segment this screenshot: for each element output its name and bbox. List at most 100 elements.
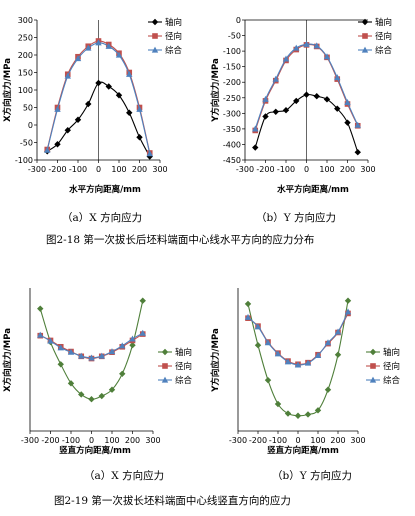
series-diamond bbox=[244, 297, 352, 419]
data-point-diamond bbox=[294, 412, 302, 419]
data-point-triangle bbox=[293, 44, 300, 51]
panel-caption: （b）Y 方向应力 bbox=[272, 470, 352, 482]
data-point-diamond bbox=[244, 300, 252, 308]
series-line bbox=[247, 300, 349, 417]
chart-y-stress-vertical: -300 -200 -100 0 100 200 300 竖直方向距离/mm Y方向应力/MPa… bbox=[210, 288, 401, 456]
data-point-diamond bbox=[146, 153, 153, 160]
data-point-triangle bbox=[57, 344, 64, 351]
data-point-triangle bbox=[37, 331, 44, 338]
data-point-triangle bbox=[161, 376, 169, 383]
y-tick-label: -100 bbox=[15, 156, 33, 165]
y-tick-label: -100 bbox=[223, 47, 241, 56]
y-tick-label: 200 bbox=[18, 51, 33, 60]
legend-label: 综合 bbox=[375, 45, 393, 56]
x-tick-label: 200 bbox=[125, 436, 140, 445]
x-tick-label: 100 bbox=[111, 165, 126, 174]
x-tick-label: -200 bbox=[41, 436, 59, 445]
data-point-triangle bbox=[88, 354, 95, 361]
legend-item: 轴向 bbox=[366, 347, 400, 358]
y-tick-label: -200 bbox=[223, 78, 241, 87]
data-point-triangle bbox=[151, 46, 159, 53]
legend-label: 轴向 bbox=[375, 17, 392, 28]
x-axis-title: 水平方向距离/mm bbox=[68, 184, 141, 195]
x-tick-label: 300 bbox=[360, 165, 375, 174]
data-point-diamond bbox=[115, 92, 123, 99]
chart-panel-y-horizontal: -300 -200 -100 0 100 200 300 -450 -400 -350 -300 -2… bbox=[208, 0, 415, 200]
chart-panel-x-horizontal: -300 -200 -100 0 100 200 300 -100 -50 0 50 100 150 20… bbox=[0, 0, 205, 200]
series-diamond bbox=[252, 91, 361, 156]
legend-label: 轴向 bbox=[175, 347, 192, 358]
data-point-diamond bbox=[129, 342, 136, 349]
data-point-diamond bbox=[369, 348, 377, 356]
legend-item: 径向 bbox=[158, 361, 192, 372]
data-point-triangle bbox=[67, 348, 75, 355]
legend-item: 综合 bbox=[358, 45, 393, 56]
x-tick-label: -200 bbox=[48, 165, 66, 174]
y-tick-label: 150 bbox=[18, 69, 33, 78]
data-point-diamond bbox=[57, 361, 64, 368]
panel-caption: （b）Y 方向应力 bbox=[256, 212, 336, 224]
data-point-diamond bbox=[85, 100, 92, 108]
legend-item: 径向 bbox=[366, 361, 400, 372]
y-tick-label: 300 bbox=[18, 16, 33, 25]
data-point-triangle bbox=[119, 342, 126, 349]
data-point-triangle bbox=[74, 55, 82, 62]
x-tick-label: -300 bbox=[229, 436, 247, 445]
x-tick-label: 0 bbox=[295, 436, 300, 445]
series-triangle bbox=[244, 308, 352, 368]
data-point-diamond bbox=[88, 396, 95, 403]
y-axis-title: X方向应力/MPa bbox=[2, 58, 13, 122]
data-point-square bbox=[162, 363, 168, 369]
legend-item: 轴向 bbox=[358, 17, 392, 28]
x-tick-label: -200 bbox=[249, 436, 267, 445]
data-point-diamond bbox=[344, 297, 352, 304]
data-point-diamond bbox=[324, 386, 332, 393]
data-point-triangle bbox=[244, 313, 252, 320]
data-point-diamond bbox=[105, 83, 112, 90]
data-point-diamond bbox=[361, 18, 369, 26]
panel-caption: （a）X 方向应力 bbox=[62, 212, 143, 224]
data-point-triangle bbox=[44, 146, 51, 153]
chart-x-stress-horizontal: -300 -200 -100 0 100 200 300-100-5005010015020… bbox=[2, 16, 183, 195]
data-point-diamond bbox=[323, 96, 331, 103]
legend-label: 径向 bbox=[175, 361, 192, 372]
series-line bbox=[39, 300, 144, 400]
y-tick-label: -300 bbox=[223, 109, 241, 118]
x-tick-label: 200 bbox=[330, 436, 345, 445]
legend-item: 轴向 bbox=[148, 17, 182, 28]
data-point-triangle bbox=[334, 74, 341, 81]
legend-label: 径向 bbox=[165, 31, 182, 42]
data-point-triangle bbox=[313, 42, 320, 49]
x-tick-label: -100 bbox=[62, 436, 80, 445]
panel-caption: （a）X 方向应力 bbox=[84, 470, 165, 482]
legend-label: 轴向 bbox=[165, 17, 182, 28]
data-point-diamond bbox=[284, 410, 292, 417]
data-point-triangle bbox=[344, 99, 351, 106]
data-point-diamond bbox=[252, 144, 259, 151]
data-point-diamond bbox=[334, 105, 341, 112]
data-point-triangle bbox=[136, 105, 143, 112]
x-tick-label: -300 bbox=[28, 165, 46, 174]
y-tick-label: 250 bbox=[18, 34, 33, 43]
legend-item: 综合 bbox=[158, 375, 193, 386]
data-point-triangle bbox=[304, 359, 312, 366]
data-point-diamond bbox=[126, 109, 133, 116]
y-tick-label: -350 bbox=[223, 125, 241, 134]
legend-item: 径向 bbox=[148, 31, 182, 42]
y-tick-label: -250 bbox=[223, 94, 241, 103]
data-point-diamond bbox=[334, 351, 342, 358]
data-point-triangle bbox=[98, 352, 105, 359]
series-triangle bbox=[37, 329, 146, 361]
y-tick-label: -150 bbox=[223, 63, 241, 72]
data-point-triangle bbox=[282, 55, 290, 62]
data-point-diamond bbox=[262, 113, 269, 120]
chart-panel-x-vertical: -300 -200 -100 0 100 200 300 竖直方向距离/mm X方向应力/MPa… bbox=[0, 270, 205, 460]
data-point-triangle bbox=[324, 339, 332, 346]
legend-item: 轴向 bbox=[158, 347, 192, 358]
data-point-diamond bbox=[272, 108, 279, 115]
x-tick-label: 0 bbox=[304, 165, 309, 174]
y-tick-label: -450 bbox=[223, 156, 241, 165]
y-axis-title: Y方向应力/MPa bbox=[210, 328, 221, 393]
data-point-diamond bbox=[108, 386, 116, 393]
data-point-diamond bbox=[37, 305, 44, 312]
